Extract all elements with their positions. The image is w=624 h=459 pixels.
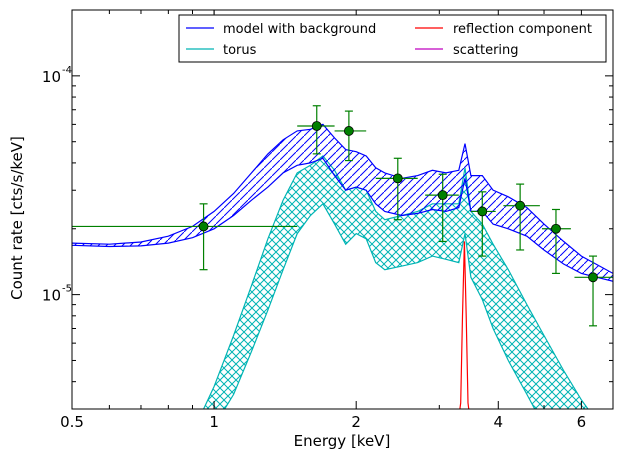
model-upper-line bbox=[72, 123, 613, 274]
data-marker bbox=[551, 223, 561, 234]
torus-lower-line bbox=[223, 202, 536, 409]
legend-label-torus: torus bbox=[223, 43, 257, 58]
data-point bbox=[297, 105, 335, 155]
data-marker bbox=[588, 272, 598, 283]
data-marker bbox=[477, 206, 488, 217]
data-point bbox=[375, 157, 418, 221]
data-marker bbox=[392, 173, 403, 184]
data-point bbox=[470, 191, 496, 257]
legend-label-scattering: scattering bbox=[453, 43, 519, 58]
data-point bbox=[574, 255, 613, 327]
data-marker bbox=[311, 121, 322, 131]
x-tick-label: 1 bbox=[209, 413, 219, 431]
data-point bbox=[541, 208, 571, 275]
data-marker bbox=[515, 200, 526, 211]
data-point bbox=[334, 110, 367, 162]
legend-label-reflection: reflection component bbox=[453, 22, 592, 37]
model-band bbox=[72, 124, 613, 282]
data-marker bbox=[437, 190, 448, 201]
y-tick-labels: 10-510-4 bbox=[42, 65, 72, 305]
data-point bbox=[503, 183, 540, 251]
legend-box bbox=[178, 14, 607, 63]
model-lower-line bbox=[72, 157, 613, 282]
y-axis-label: Count rate [cts/s/keV] bbox=[8, 136, 26, 300]
y-tick-label: 10 bbox=[42, 68, 61, 86]
legend: model with background torus reflection c… bbox=[178, 14, 607, 63]
data-point bbox=[72, 203, 298, 271]
data-marker bbox=[198, 221, 209, 232]
torus-band bbox=[203, 156, 588, 409]
data-point bbox=[425, 173, 459, 243]
y-tick-exponent: -5 bbox=[62, 284, 72, 295]
plot-area bbox=[72, 105, 613, 409]
legend-label-model: model with background bbox=[223, 22, 376, 37]
y-tick-label: 10 bbox=[42, 287, 61, 305]
torus-upper-line bbox=[203, 155, 589, 409]
plot-frame bbox=[71, 9, 614, 410]
data-marker bbox=[343, 126, 354, 136]
x-tick-label: 2 bbox=[351, 413, 361, 431]
x-axis-label: Energy [keV] bbox=[294, 432, 391, 450]
x-tick-labels: 0.5 1 2 4 6 bbox=[60, 413, 586, 431]
reflection-line bbox=[459, 241, 470, 409]
y-tick-exponent: -4 bbox=[62, 65, 72, 76]
x-tick-label: 4 bbox=[494, 413, 504, 431]
x-tick-label: 6 bbox=[577, 413, 587, 431]
x-tick-label: 0.5 bbox=[60, 413, 84, 431]
